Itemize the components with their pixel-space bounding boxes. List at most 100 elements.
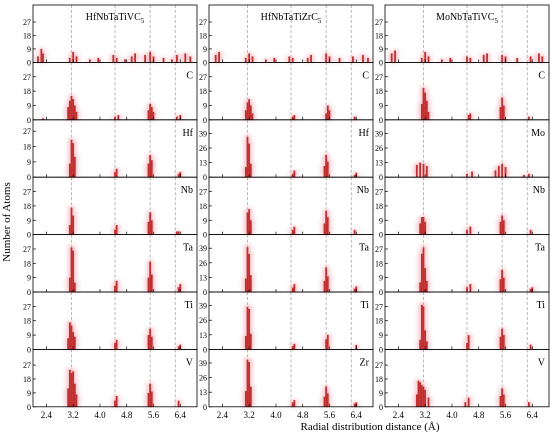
bar bbox=[529, 229, 532, 235]
bar bbox=[467, 115, 470, 120]
y-tick-label: 26 bbox=[199, 316, 207, 325]
bar bbox=[419, 339, 422, 350]
bar bbox=[486, 53, 488, 63]
bar bbox=[67, 388, 70, 407]
bar bbox=[244, 278, 247, 292]
bar bbox=[424, 92, 427, 120]
y-tick-label: 18 bbox=[23, 375, 31, 384]
bar bbox=[75, 56, 78, 63]
x-tick-label: 4.0 bbox=[94, 410, 106, 420]
y-tick-label: 39 bbox=[199, 359, 207, 368]
bar bbox=[184, 53, 187, 63]
y-tick-label: 18 bbox=[23, 259, 31, 268]
bar bbox=[72, 99, 75, 120]
column-title-subscript: 5 bbox=[494, 17, 498, 25]
panel-1-3: 0 9 18 27 Hf bbox=[23, 119, 198, 182]
bar bbox=[325, 113, 328, 120]
glow-group bbox=[64, 367, 183, 407]
bar bbox=[67, 107, 70, 120]
bar bbox=[325, 53, 328, 63]
bar bbox=[248, 209, 251, 235]
bar bbox=[147, 221, 150, 235]
bar bbox=[246, 102, 249, 120]
bar bbox=[68, 277, 71, 292]
bar bbox=[501, 163, 504, 178]
bar bbox=[424, 389, 427, 407]
bar bbox=[467, 397, 470, 407]
bar bbox=[504, 167, 507, 178]
bar bbox=[326, 105, 329, 120]
bar bbox=[338, 57, 341, 63]
panel-2-3: 0 13 26 39 Hf bbox=[199, 119, 374, 182]
bar bbox=[251, 56, 254, 63]
y-tick-label: 0 bbox=[379, 231, 383, 240]
bar bbox=[427, 56, 430, 63]
y-tick-label: 18 bbox=[375, 317, 383, 326]
y-tick-label: 26 bbox=[375, 144, 383, 153]
panel-element-label: C bbox=[538, 70, 545, 81]
bar bbox=[293, 343, 296, 350]
y-tick-label: 27 bbox=[199, 18, 207, 27]
bar bbox=[440, 59, 443, 63]
bar bbox=[420, 103, 423, 120]
panel-3-3: 0 13 26 39 Mo bbox=[375, 119, 550, 182]
bar bbox=[68, 100, 71, 120]
y-tick-label: 13 bbox=[199, 159, 207, 168]
panel-frame bbox=[384, 62, 550, 121]
y-tick-label: 13 bbox=[199, 388, 207, 397]
y-tick-label: 18 bbox=[23, 31, 31, 40]
bar bbox=[189, 56, 192, 63]
panel-2-2: 0 9 18 27 C bbox=[199, 62, 374, 125]
bar bbox=[114, 400, 116, 407]
y-tick-label: 0 bbox=[27, 58, 31, 67]
bar bbox=[362, 54, 364, 63]
bar bbox=[70, 139, 73, 178]
bar bbox=[147, 163, 150, 178]
bar bbox=[147, 110, 150, 120]
panel-1-2: 0 9 18 27 C bbox=[23, 62, 198, 125]
y-tick-label: 0 bbox=[379, 116, 383, 125]
bar bbox=[501, 328, 504, 350]
bar bbox=[67, 338, 70, 350]
y-tick-label: 39 bbox=[199, 244, 207, 253]
y-tick-label: 9 bbox=[379, 216, 383, 225]
bar bbox=[149, 103, 152, 120]
bar bbox=[422, 306, 425, 350]
y-tick-label: 18 bbox=[23, 87, 31, 96]
panel-1-1: 0 9 18 27 HfNbTaTiVC5 bbox=[23, 4, 198, 67]
bar bbox=[466, 343, 468, 350]
y-tick-label: 0 bbox=[203, 116, 207, 125]
panel-element-label: Ta bbox=[359, 243, 369, 254]
bar bbox=[130, 56, 133, 63]
bar bbox=[249, 163, 252, 178]
column-2: 0 9 18 27 HfNbTaTiZrC5 0 9 18 27 C 0 13 26 39 Hf 0 9 18 27… bbox=[199, 4, 374, 420]
bar bbox=[68, 225, 71, 235]
bar bbox=[541, 56, 544, 63]
bar bbox=[516, 57, 519, 63]
bar bbox=[417, 380, 420, 407]
bar bbox=[72, 143, 75, 178]
panel-1-5: 0 9 18 27 Ta bbox=[23, 234, 198, 297]
bar bbox=[323, 165, 326, 178]
panel-element-label: V bbox=[186, 357, 194, 368]
glow-group bbox=[66, 245, 184, 292]
bar bbox=[117, 115, 120, 120]
x-tick-label: 4.8 bbox=[121, 410, 133, 420]
panel-element-label: Ti bbox=[360, 300, 369, 311]
y-tick-label: 27 bbox=[375, 73, 383, 82]
bar bbox=[419, 282, 422, 292]
panel-frame bbox=[208, 119, 374, 178]
y-tick-label: 27 bbox=[375, 245, 383, 254]
bar bbox=[248, 53, 251, 63]
y-tick-label: 26 bbox=[199, 374, 207, 383]
glow-group bbox=[416, 245, 536, 292]
panel-element-label: C bbox=[186, 70, 193, 81]
bar bbox=[325, 339, 328, 350]
bar bbox=[246, 247, 249, 292]
bar bbox=[522, 174, 525, 178]
bar bbox=[114, 229, 116, 235]
bar bbox=[115, 395, 118, 407]
bar bbox=[501, 269, 504, 292]
bar bbox=[499, 395, 502, 407]
